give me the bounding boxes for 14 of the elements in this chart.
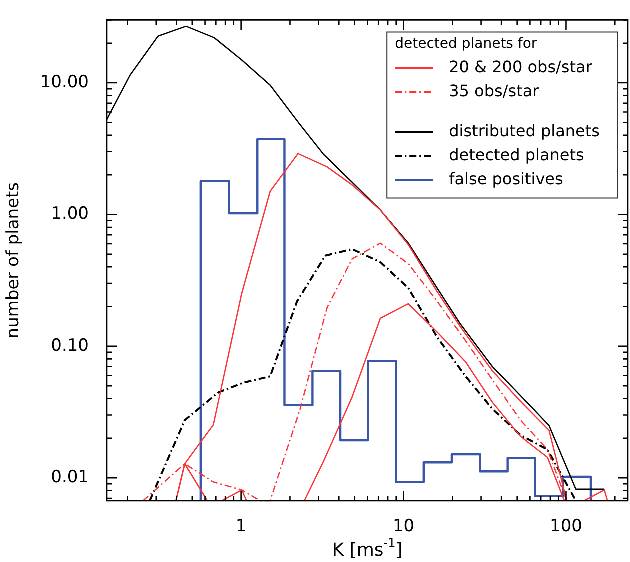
- legend-label: false positives: [449, 169, 564, 188]
- x-tick-label: 100: [550, 516, 582, 537]
- legend-label: 20 & 200 obs/star: [449, 57, 593, 76]
- legend-title: detected planets for: [395, 36, 538, 52]
- y-tick-label: 0.10: [51, 336, 89, 356]
- y-tick-label: 10.00: [40, 72, 89, 92]
- y-tick-label: 0.01: [51, 468, 89, 488]
- x-tick-label: 1: [236, 516, 247, 537]
- legend-label: distributed planets: [449, 121, 600, 140]
- y-tick-label: 1.00: [51, 204, 89, 224]
- legend-label: detected planets: [449, 145, 584, 164]
- x-tick-label: 10: [392, 516, 415, 537]
- legend-label: 35 obs/star: [449, 81, 540, 100]
- y-axis-title: number of planets: [4, 182, 24, 339]
